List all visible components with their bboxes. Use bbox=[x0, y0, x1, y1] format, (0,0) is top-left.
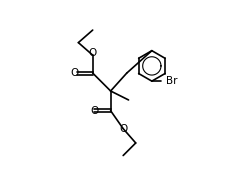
Text: Br: Br bbox=[165, 76, 177, 86]
Text: O: O bbox=[119, 124, 127, 134]
Text: O: O bbox=[88, 48, 96, 58]
Text: O: O bbox=[70, 68, 79, 78]
Text: O: O bbox=[90, 106, 98, 116]
